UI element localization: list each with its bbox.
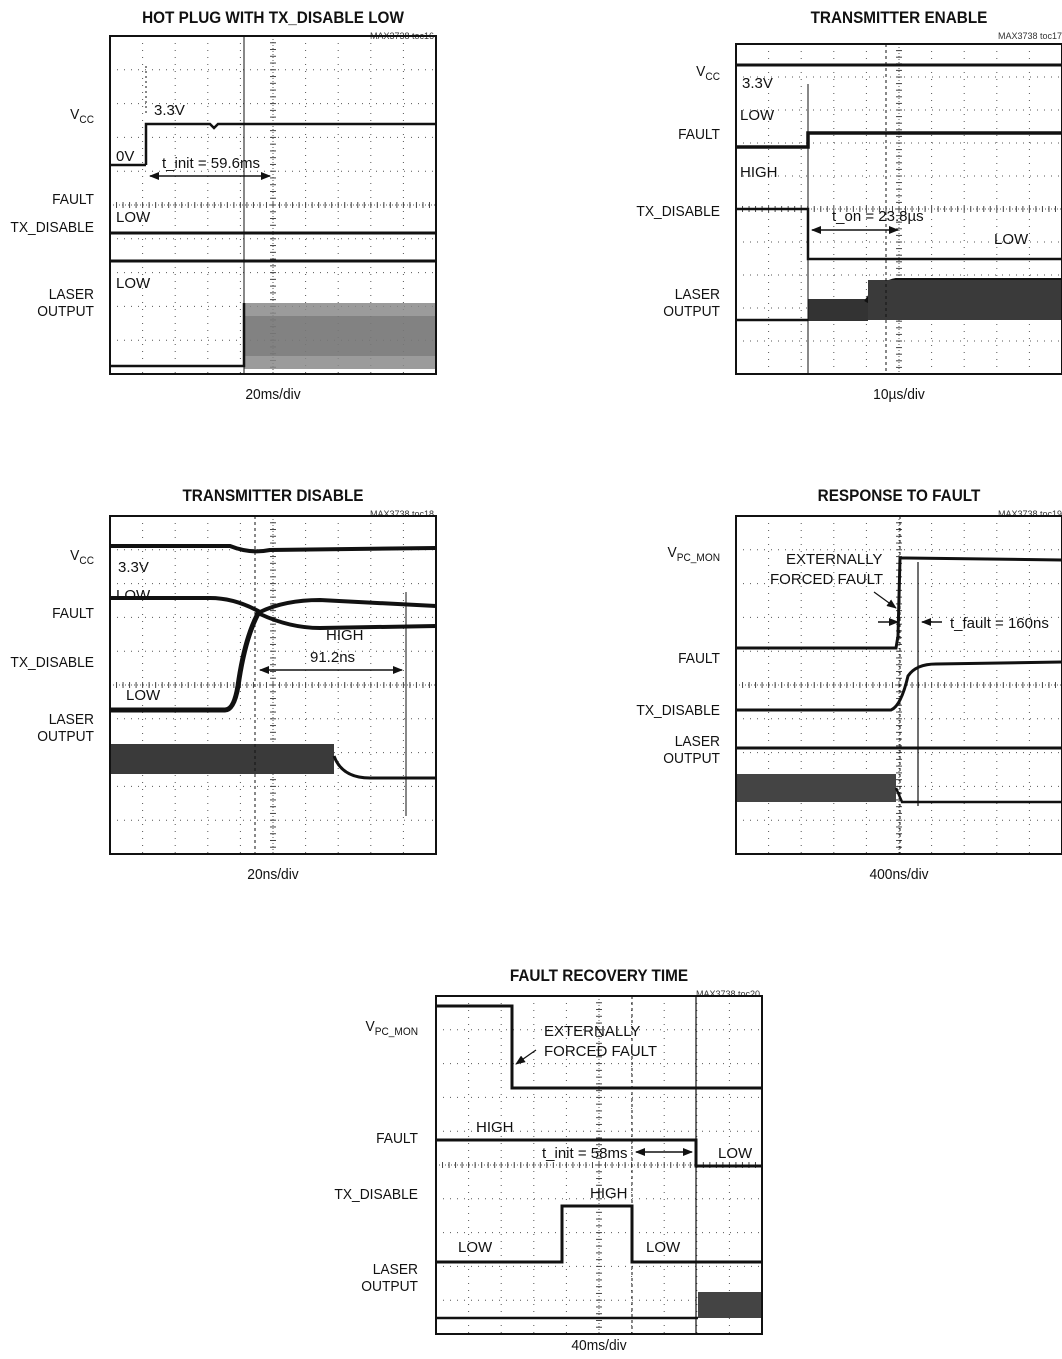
trace-tx-disable <box>110 608 263 713</box>
channel-label-tx-disable: TX_DISABLE <box>334 1186 418 1203</box>
trace-vcc <box>110 544 437 554</box>
trace-vpc-mon <box>436 1004 762 1090</box>
annot-3v3: 3.3V <box>154 102 185 119</box>
trace-laser <box>894 787 1062 804</box>
trace-vpc-mon <box>736 556 1062 650</box>
trace-laser-noise <box>110 744 334 774</box>
scope-screen: EXTERNALLY FORCED FAULT t_fault = 160ns <box>735 515 1062 855</box>
scope-screen: EXTERNALLY FORCED FAULT HIGH t_init = 58… <box>435 995 763 1335</box>
panel-title: FAULT RECOVERY TIME <box>509 966 689 985</box>
trace-vcc <box>110 122 436 167</box>
fault-pointer <box>873 591 897 609</box>
annot-forced-fault: FORCED FAULT <box>770 571 883 588</box>
annot-tx-low-right: LOW <box>646 1239 681 1256</box>
channel-label-vpc-mon: VPC_MON <box>667 544 720 564</box>
fault-pointer <box>515 1049 537 1065</box>
annot-fault-low: LOW <box>740 107 775 124</box>
figure-id: MAX3738 toc18 <box>370 509 435 519</box>
channel-label-laser: LASER OUTPUT <box>663 286 720 320</box>
annot-tx-low-left: LOW <box>458 1239 493 1256</box>
trace-fault-lower <box>259 612 437 631</box>
annot-fault-high: HIGH <box>740 164 778 181</box>
annot-forced-fault: FORCED FAULT <box>544 1043 657 1060</box>
trace-laser <box>110 303 246 368</box>
panel-title: TRANSMITTER DISABLE <box>182 486 364 505</box>
channel-label-laser: LASER OUTPUT <box>37 711 94 745</box>
annot-delay: 91.2ns <box>310 649 355 666</box>
scope-screen: 3.3V 0V t_init = 59.6ms LOW LOW <box>109 35 437 375</box>
channel-label-tx-disable: TX_DISABLE <box>10 219 94 236</box>
channel-label-vcc: VCC <box>696 63 720 83</box>
trace-laser-noise <box>698 1292 762 1318</box>
annot-3v3: 3.3V <box>118 559 149 576</box>
timebase-label: 400ns/div <box>869 866 929 883</box>
trace-laser-noise <box>736 774 896 802</box>
timebase-label: 20ms/div <box>245 386 301 403</box>
channel-label-vcc: VCC <box>70 547 94 567</box>
scope-panel-fault-recovery: FAULT RECOVERY TIME MAX3738 toc20 VPC_MO… <box>300 960 780 1359</box>
scope-panel-hot-plug: HOT PLUG WITH TX_DISABLE LOW MAX3738 toc… <box>0 0 450 420</box>
annot-tx-low: LOW <box>116 275 151 292</box>
annot-fault-low: LOW <box>718 1145 753 1162</box>
annot-t-init: t_init = 59.6ms <box>162 155 260 172</box>
annot-t-init: t_init = 58ms <box>542 1145 627 1162</box>
annot-t-fault: t_fault = 160ns <box>950 615 1049 632</box>
panel-title: TRANSMITTER ENABLE <box>810 8 988 27</box>
channel-label-vcc: VCC <box>70 106 94 126</box>
channel-label-laser: LASER OUTPUT <box>663 733 720 767</box>
panel-title: RESPONSE TO FAULT <box>817 486 981 505</box>
channel-label-fault: FAULT <box>678 126 720 143</box>
annot-fault-low: LOW <box>116 209 151 226</box>
annot-tx-low: LOW <box>994 231 1029 248</box>
trace-laser <box>332 755 436 780</box>
annot-0v: 0V <box>116 148 134 165</box>
channel-label-fault: FAULT <box>678 650 720 667</box>
timebase-label: 10µs/div <box>873 386 925 403</box>
panel-title: HOT PLUG WITH TX_DISABLE LOW <box>142 8 404 27</box>
timebase-label: 20ns/div <box>247 866 299 883</box>
figure-id: MAX3738 toc20 <box>696 989 761 999</box>
channel-label-tx-disable: TX_DISABLE <box>10 654 94 671</box>
scope-panel-transmitter-disable: TRANSMITTER DISABLE MAX3738 toc18 VCC FA… <box>0 480 450 900</box>
annot-t-on: t_on = 23.8µs <box>832 208 924 225</box>
trace-tx-disable <box>436 1204 762 1264</box>
annot-tx-low: LOW <box>126 687 161 704</box>
trace-laser-noise-dense <box>868 280 1062 320</box>
scope-panel-transmitter-enable: TRANSMITTER ENABLE MAX3738 toc17 VCC FAU… <box>600 0 1062 420</box>
trace-fault <box>736 660 1062 712</box>
annot-externally: EXTERNALLY <box>786 551 882 568</box>
channel-label-fault: FAULT <box>52 191 94 208</box>
scope-panel-response-to-fault: RESPONSE TO FAULT MAX3738 toc19 VPC_MON … <box>600 480 1062 900</box>
trace-laser-noise <box>808 299 868 321</box>
figure-id: MAX3738 toc17 <box>998 31 1062 41</box>
annot-3v3: 3.3V <box>742 75 773 92</box>
figure-id: MAX3738 toc19 <box>998 509 1062 519</box>
channel-label-fault: FAULT <box>52 605 94 622</box>
annot-fault-low: LOW <box>116 587 151 604</box>
channel-label-tx-disable: TX_DISABLE <box>636 203 720 220</box>
channel-label-vpc-mon: VPC_MON <box>365 1018 418 1038</box>
channel-label-fault: FAULT <box>376 1130 418 1147</box>
timebase-label: 40ms/div <box>571 1337 627 1354</box>
channel-label-tx-disable: TX_DISABLE <box>636 702 720 719</box>
annot-tx-high: HIGH <box>590 1185 628 1202</box>
channel-label-laser: LASER OUTPUT <box>361 1261 418 1295</box>
trace-laser-noise-dense <box>244 316 436 356</box>
channel-label-laser: LASER OUTPUT <box>37 286 94 320</box>
annot-high: HIGH <box>326 627 364 644</box>
scope-screen: 3.3V LOW HIGH t_on = 23.8µs LOW <box>735 43 1062 375</box>
annot-externally: EXTERNALLY <box>544 1023 640 1040</box>
scope-screen: 3.3V LOW HIGH 91.2ns LOW <box>109 515 437 855</box>
annot-fault-high: HIGH <box>476 1119 514 1136</box>
